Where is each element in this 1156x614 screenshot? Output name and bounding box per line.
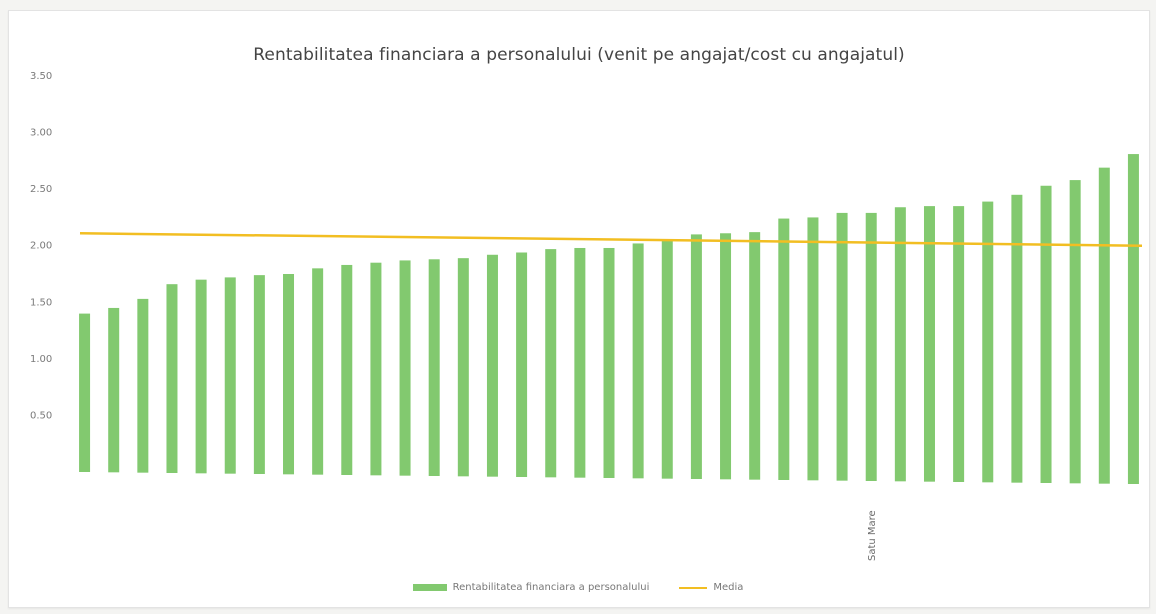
bar bbox=[108, 307, 120, 473]
legend: Rentabilitatea financiara a personalului… bbox=[0, 582, 1156, 593]
bar bbox=[545, 249, 557, 478]
bar bbox=[370, 262, 382, 476]
bar bbox=[574, 247, 586, 478]
y-tick-label: 0.50 bbox=[30, 410, 52, 421]
bar bbox=[690, 234, 702, 479]
bar bbox=[428, 259, 440, 476]
legend-swatch-media bbox=[679, 586, 708, 589]
bar bbox=[661, 240, 673, 479]
y-tick-label: 1.00 bbox=[30, 354, 52, 365]
y-tick-label: 3.50 bbox=[30, 71, 52, 82]
bar bbox=[79, 313, 91, 472]
category-label: Satu Mare bbox=[867, 510, 878, 561]
bar bbox=[749, 232, 761, 480]
bar bbox=[923, 206, 935, 482]
y-tick-label: 2.50 bbox=[30, 184, 52, 195]
chart-title: Rentabilitatea financiara a personalului… bbox=[253, 45, 905, 65]
media-line bbox=[79, 232, 1143, 247]
y-tick-label: 2.00 bbox=[30, 241, 52, 252]
bar bbox=[1098, 167, 1110, 484]
bar bbox=[1127, 154, 1139, 484]
bar bbox=[137, 298, 149, 473]
bar bbox=[720, 233, 732, 480]
bar bbox=[1040, 185, 1052, 483]
bar bbox=[516, 252, 528, 477]
bar bbox=[166, 284, 178, 473]
legend-swatch-bars bbox=[412, 584, 447, 591]
y-tick-label: 3.00 bbox=[30, 128, 52, 139]
bar bbox=[894, 207, 906, 482]
bar bbox=[224, 277, 236, 474]
bar bbox=[603, 247, 615, 478]
bar bbox=[341, 264, 353, 475]
bar bbox=[632, 243, 644, 479]
bar bbox=[807, 217, 819, 481]
y-tick-label: 1.50 bbox=[30, 297, 52, 308]
bar bbox=[982, 201, 994, 483]
legend-item-bars: Rentabilitatea financiara a personalului bbox=[412, 582, 650, 593]
bar bbox=[486, 254, 498, 477]
bar bbox=[1011, 194, 1023, 483]
bar bbox=[1069, 180, 1081, 484]
bar bbox=[865, 212, 877, 481]
legend-label-media: Media bbox=[713, 582, 744, 593]
bar bbox=[195, 279, 207, 474]
bar bbox=[457, 258, 469, 477]
bar bbox=[953, 206, 965, 482]
bar bbox=[778, 218, 790, 480]
bar bbox=[836, 212, 848, 481]
bar bbox=[253, 275, 265, 474]
legend-label-bars: Rentabilitatea financiara a personalului bbox=[452, 582, 650, 593]
legend-item-media: Media bbox=[679, 582, 743, 593]
bar bbox=[312, 268, 324, 475]
bar bbox=[283, 274, 295, 475]
bar bbox=[399, 260, 411, 476]
